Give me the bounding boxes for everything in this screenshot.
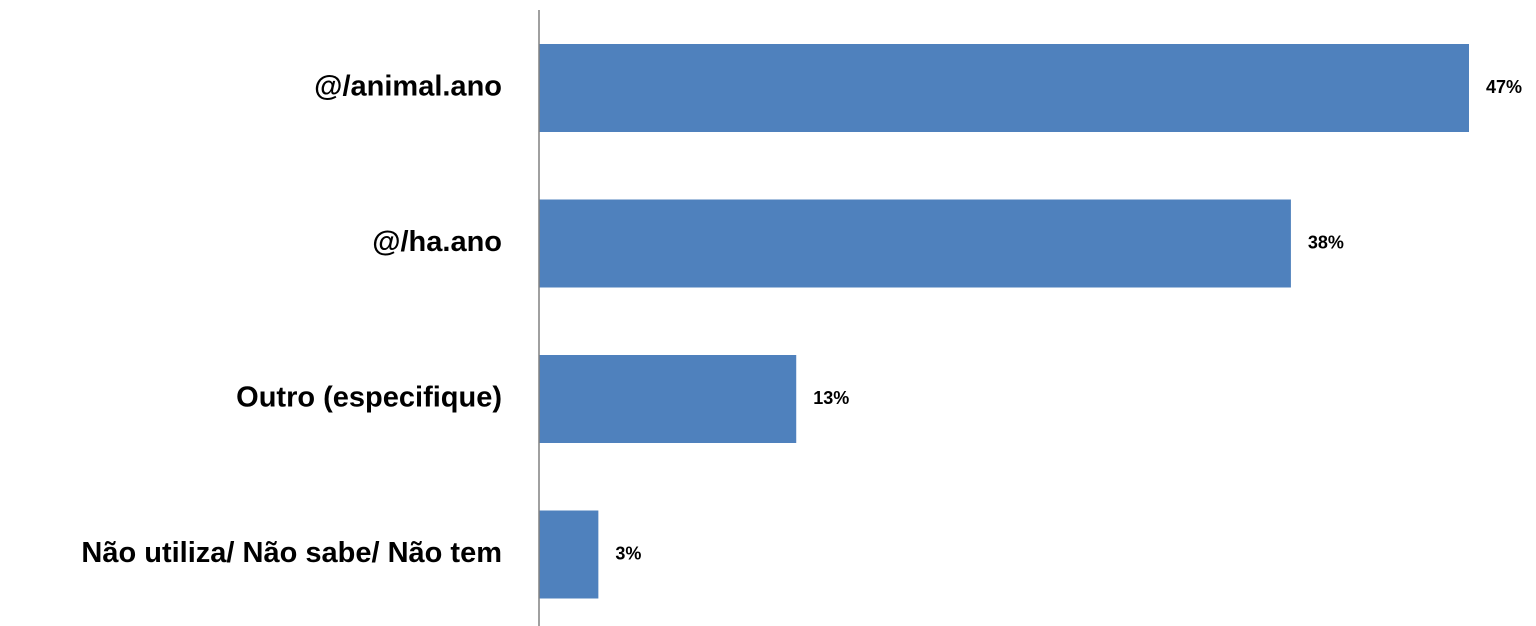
value-labels-group: 47% 38% 13% 3% [615, 77, 1522, 564]
value-label: 13% [813, 388, 849, 408]
bar [539, 355, 797, 443]
category-label: Não utiliza/ Não sabe/ Não tem [81, 537, 502, 569]
category-labels-group: @/animal.ano @/ha.ano Outro (especifique) N… [81, 71, 502, 570]
category-label: Outro (especifique) [236, 382, 502, 414]
value-label: 3% [615, 543, 641, 563]
bar [539, 44, 1469, 132]
value-label: 38% [1308, 232, 1344, 252]
value-label: 47% [1486, 77, 1522, 97]
bar [539, 199, 1291, 288]
bar [539, 510, 599, 599]
bars-group [539, 44, 1469, 599]
category-label: @/animal.ano [314, 71, 502, 103]
category-label: @/ha.ano [372, 226, 502, 258]
